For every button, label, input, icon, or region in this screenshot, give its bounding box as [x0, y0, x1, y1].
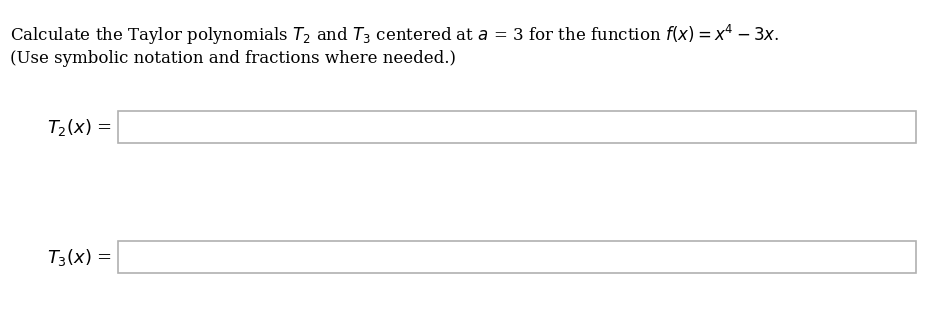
FancyBboxPatch shape	[118, 111, 915, 143]
Text: $T_3(x)$ =: $T_3(x)$ =	[47, 247, 112, 268]
Text: Calculate the Taylor polynomials $T_2$ and $T_3$ centered at $a$ = 3 for the fun: Calculate the Taylor polynomials $T_2$ a…	[10, 23, 779, 47]
Text: $T_2(x)$ =: $T_2(x)$ =	[47, 116, 112, 137]
Text: (Use symbolic notation and fractions where needed.): (Use symbolic notation and fractions whe…	[10, 50, 455, 67]
FancyBboxPatch shape	[118, 241, 915, 273]
